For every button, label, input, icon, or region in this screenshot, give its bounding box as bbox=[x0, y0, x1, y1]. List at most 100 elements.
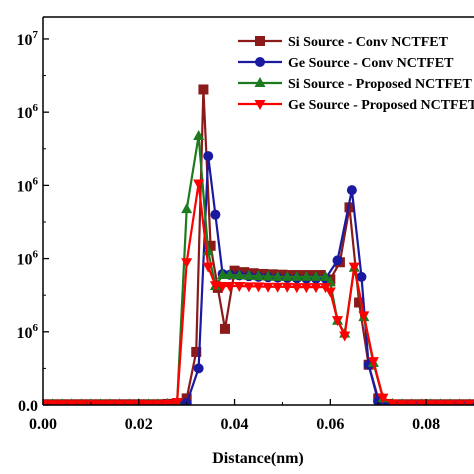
data-point bbox=[277, 269, 288, 280]
data-point bbox=[181, 398, 192, 405]
data-point bbox=[205, 240, 216, 251]
data-point bbox=[253, 270, 264, 281]
data-point bbox=[358, 311, 370, 322]
data-point bbox=[217, 282, 229, 293]
data-point bbox=[224, 269, 236, 280]
data-point bbox=[239, 267, 250, 278]
data-point bbox=[181, 258, 193, 269]
data-point bbox=[202, 245, 214, 256]
data-point bbox=[387, 399, 399, 405]
series-1 bbox=[43, 84, 474, 405]
x-tick-label: 0.04 bbox=[221, 416, 249, 433]
data-point bbox=[248, 268, 259, 279]
y-tick-label: 0.0 bbox=[18, 398, 38, 415]
data-point bbox=[367, 357, 379, 368]
data-point bbox=[434, 400, 446, 405]
data-point bbox=[346, 185, 357, 196]
data-point bbox=[193, 179, 205, 190]
legend-entry: Si Source - Proposed NCTFET bbox=[238, 77, 472, 92]
y-tick-label: 106 bbox=[17, 249, 39, 269]
legend-label: Si Source - Proposed NCTFET bbox=[288, 77, 472, 92]
data-point bbox=[262, 282, 274, 293]
series-line bbox=[43, 183, 470, 405]
data-point bbox=[47, 400, 59, 405]
data-point bbox=[181, 203, 193, 214]
data-point bbox=[152, 400, 164, 405]
data-point bbox=[396, 400, 408, 405]
data-point bbox=[281, 270, 293, 281]
data-point bbox=[425, 400, 437, 405]
data-point bbox=[104, 400, 116, 405]
x-axis-label: Distance(nm) bbox=[212, 450, 304, 467]
data-point bbox=[296, 270, 307, 281]
data-point bbox=[444, 400, 456, 405]
data-point bbox=[193, 363, 204, 374]
data-point bbox=[300, 283, 312, 294]
x-tick-label: 0.02 bbox=[125, 416, 153, 433]
data-point bbox=[415, 400, 427, 405]
legend-label: Ge Source - Conv NCTFET bbox=[288, 56, 454, 71]
data-point bbox=[354, 297, 365, 308]
data-point bbox=[315, 270, 326, 281]
data-point bbox=[406, 400, 418, 405]
data-point bbox=[217, 269, 229, 280]
series-2 bbox=[43, 151, 474, 405]
data-point bbox=[356, 271, 367, 282]
data-point bbox=[114, 400, 126, 405]
data-point bbox=[287, 270, 298, 281]
data-point bbox=[56, 400, 68, 405]
legend-marker bbox=[255, 57, 265, 67]
data-point bbox=[320, 270, 332, 281]
data-point bbox=[310, 283, 322, 294]
y-tick-label: 106 bbox=[17, 175, 39, 195]
data-point bbox=[272, 270, 284, 281]
data-point bbox=[123, 400, 135, 405]
data-point bbox=[193, 129, 205, 140]
data-point bbox=[66, 400, 78, 405]
data-point bbox=[243, 282, 255, 293]
data-point bbox=[267, 269, 278, 280]
data-point bbox=[348, 262, 360, 273]
data-point bbox=[198, 84, 209, 95]
data-point bbox=[272, 282, 284, 293]
legend-label: Ge Source - Proposed NCTFET bbox=[288, 98, 474, 113]
legend-entry: Ge Source - Conv NCTFET bbox=[238, 56, 454, 71]
data-point bbox=[75, 400, 87, 405]
data-point bbox=[291, 283, 303, 294]
x-tick-label: 0.06 bbox=[316, 416, 344, 433]
data-point bbox=[324, 287, 336, 298]
x-tick-label: 0.00 bbox=[29, 416, 57, 433]
data-point bbox=[202, 262, 214, 273]
data-point bbox=[94, 400, 106, 405]
series-line bbox=[43, 89, 474, 405]
data-point bbox=[281, 282, 293, 293]
data-point bbox=[191, 346, 202, 357]
data-point bbox=[253, 282, 264, 293]
data-point bbox=[171, 398, 183, 405]
legend-entry: Ge Source - Proposed NCTFET bbox=[238, 98, 474, 113]
data-point bbox=[306, 270, 317, 281]
data-point bbox=[310, 270, 322, 281]
data-point bbox=[219, 323, 230, 334]
legend-marker bbox=[255, 36, 265, 46]
data-point bbox=[162, 399, 174, 405]
data-point bbox=[377, 393, 389, 404]
data-point bbox=[262, 270, 274, 281]
data-point bbox=[224, 282, 236, 293]
legend-marker bbox=[254, 100, 266, 110]
legend-marker bbox=[254, 77, 266, 87]
data-point bbox=[258, 268, 269, 279]
series-4 bbox=[43, 179, 474, 405]
data-point bbox=[142, 400, 154, 405]
data-point bbox=[210, 209, 221, 220]
legend: Si Source - Conv NCTFET Ge Source - Conv … bbox=[238, 35, 474, 113]
data-point bbox=[332, 255, 343, 266]
data-point bbox=[339, 331, 351, 342]
legend-entry: Si Source - Conv NCTFET bbox=[238, 35, 449, 50]
legend-label: Si Source - Conv NCTFET bbox=[288, 35, 449, 50]
data-point bbox=[203, 151, 214, 162]
y-tick-label: 106 bbox=[17, 102, 39, 122]
data-point bbox=[43, 400, 49, 405]
data-point bbox=[291, 270, 303, 281]
